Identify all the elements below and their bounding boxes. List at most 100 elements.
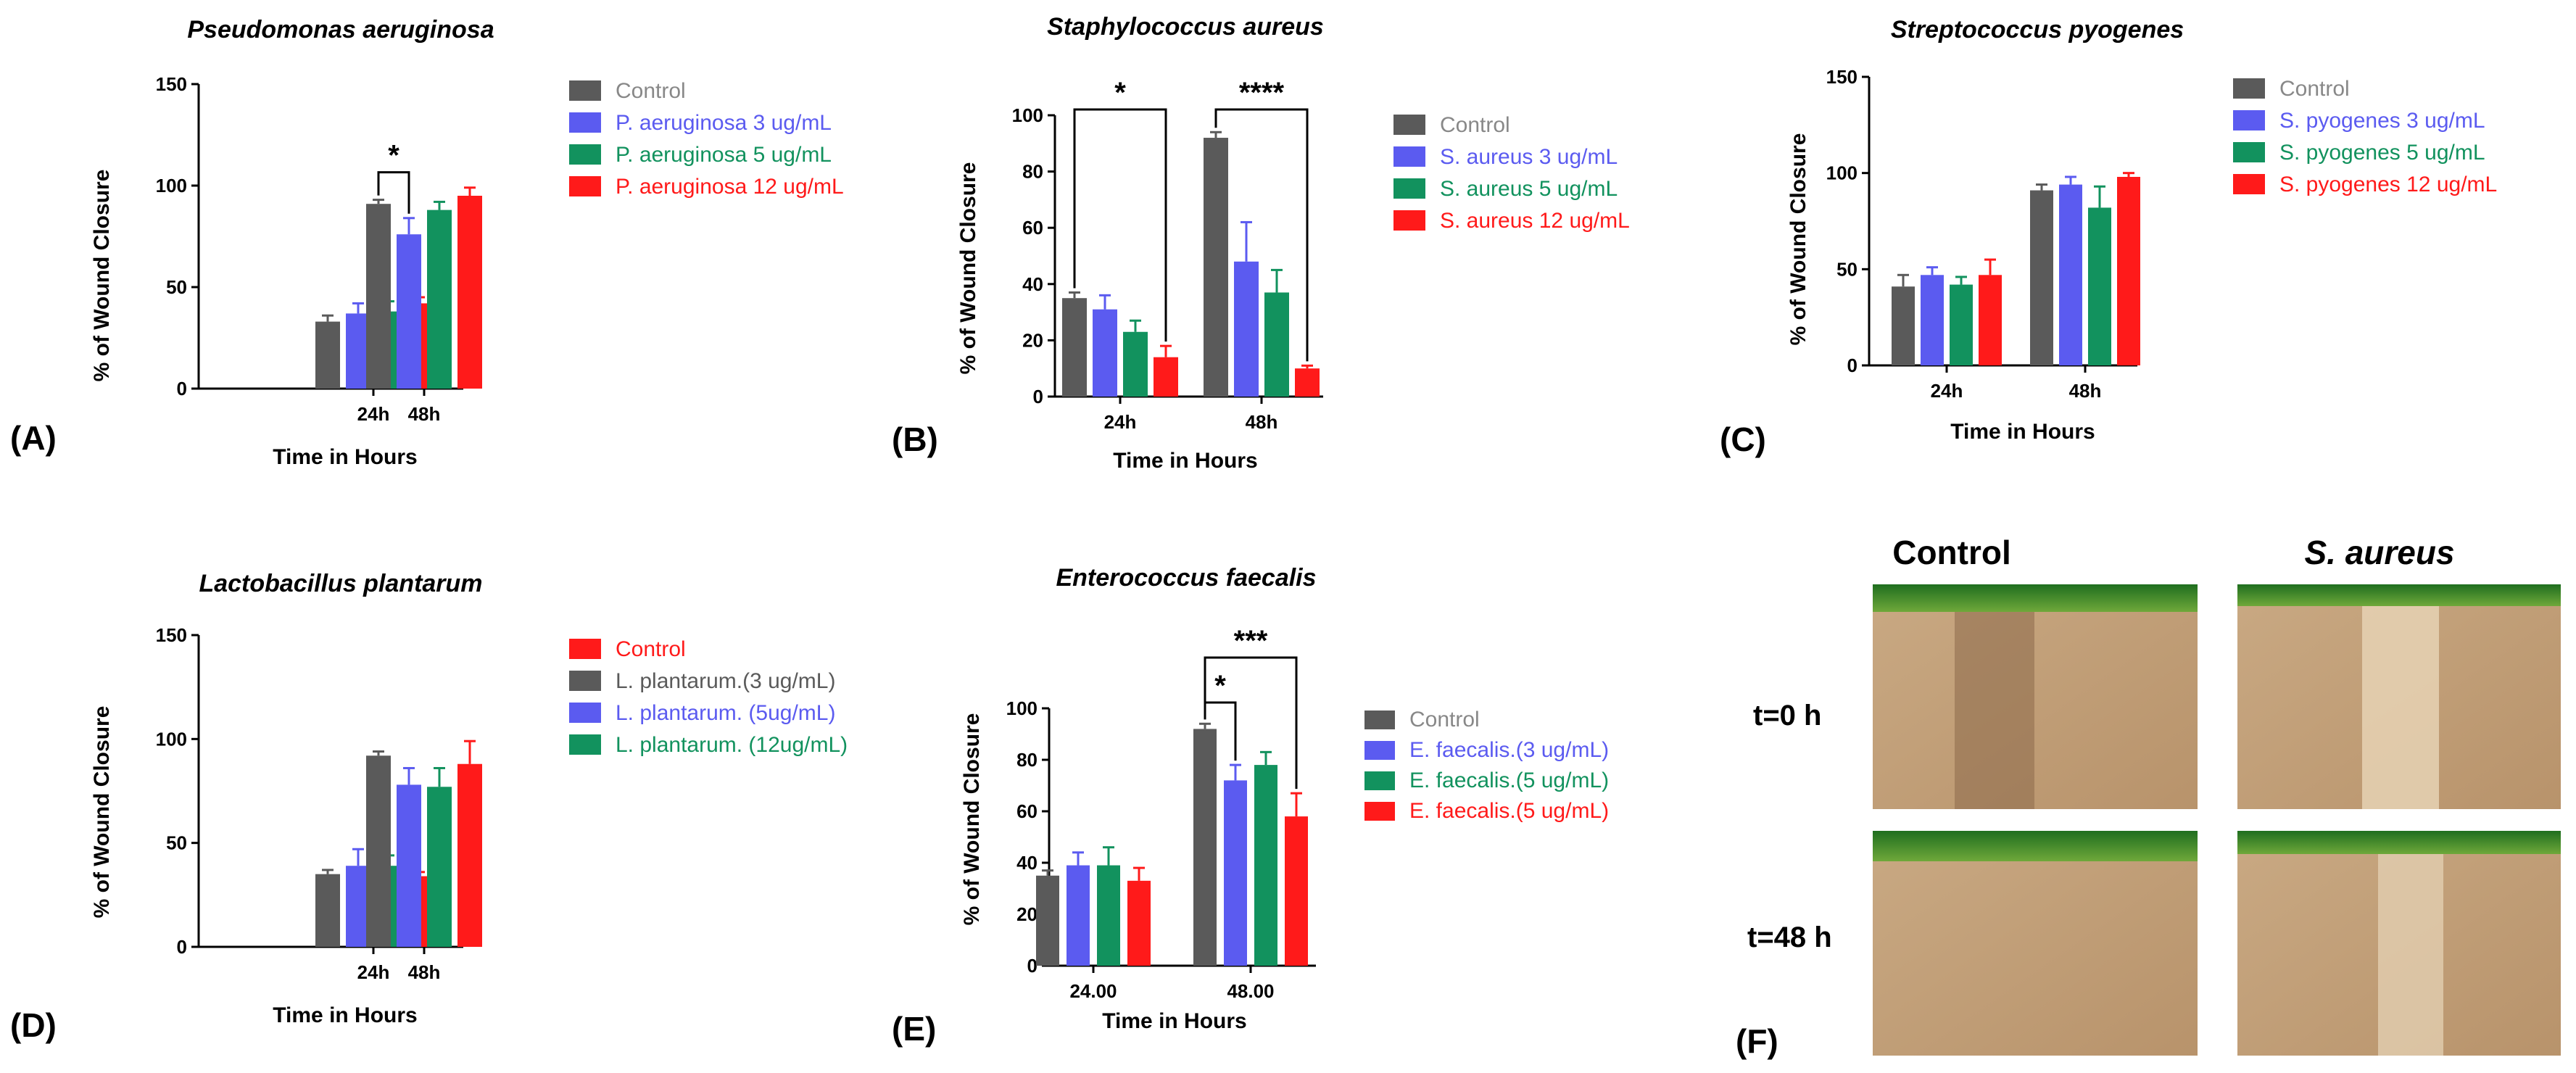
significance-label: **** — [1239, 77, 1285, 109]
panel-label: (E) — [892, 1010, 936, 1048]
x-axis-label: Time in Hours — [1113, 449, 1257, 473]
legend-label: E. faecalis.(5 ug/mL) — [1409, 799, 1609, 823]
y-tick-label: 150 — [156, 73, 187, 95]
y-tick-label: 0 — [177, 378, 187, 399]
y-tick-label: 150 — [1826, 66, 1858, 88]
panel-label: (A) — [10, 419, 57, 457]
bar — [2117, 176, 2140, 365]
x-tick-label: 24h — [357, 961, 390, 983]
legend-label: P. aeruginosa 12 ug/mL — [616, 175, 844, 199]
chart-title: Staphylococcus aureus — [1047, 13, 1324, 41]
x-tick-label: 48h — [408, 403, 441, 425]
legend-swatch — [569, 671, 601, 691]
significance-label: * — [388, 140, 399, 172]
chart-5: 0 20 40 60 80 100 24.00 48.00 **** Enterococcus f… — [892, 564, 1609, 1048]
y-tick-label: 40 — [1016, 852, 1038, 874]
chart-title: Pseudomonas aeruginosa — [187, 16, 494, 44]
micrograph-control-t48 — [1873, 831, 2198, 1056]
y-tick-label: 0 — [1027, 955, 1038, 977]
panel-label: (C) — [1720, 420, 1766, 458]
bar — [1097, 865, 1120, 966]
bar — [366, 204, 391, 389]
y-tick-label: 60 — [1016, 800, 1038, 822]
bar — [397, 234, 421, 389]
legend-label: L. plantarum. (12ug/mL) — [616, 733, 848, 757]
bar — [1254, 765, 1277, 966]
legend-swatch — [569, 144, 601, 165]
legend-swatch — [2233, 110, 2265, 130]
bar — [1892, 286, 1915, 365]
x-tick-label: 48h — [1246, 411, 1278, 433]
significance-label: *** — [1234, 625, 1268, 657]
x-axis-label: Time in Hours — [273, 1003, 417, 1027]
legend-swatch — [2233, 174, 2265, 194]
significance-bracket — [1204, 656, 1298, 790]
legend-label: S. aureus 3 ug/mL — [1440, 145, 1618, 169]
significance-bracket — [1214, 108, 1309, 362]
bar — [1979, 275, 2002, 365]
chart-area: 0 50 100 150 24h 48h * Pseudomonas aeruginosa Ti… — [10, 13, 2497, 1048]
y-axis-label: % of Wound Closure — [90, 170, 114, 382]
bar — [1093, 309, 1117, 397]
legend-label: L. plantarum.(3 ug/mL) — [616, 669, 835, 693]
x-axis-label: Time in Hours — [273, 445, 417, 469]
panel-label: (D) — [10, 1006, 57, 1044]
panel-f-row-t0: t=0 h — [1753, 700, 1821, 732]
bar — [1193, 729, 1217, 966]
y-axis-label: % of Wound Closure — [956, 162, 980, 375]
bar — [1036, 875, 1059, 966]
bar — [1264, 292, 1289, 397]
bar — [397, 784, 421, 947]
bar — [2059, 184, 2082, 365]
legend-swatch — [569, 734, 601, 755]
bar — [2030, 190, 2053, 365]
y-tick-label: 50 — [166, 832, 187, 854]
legend-swatch — [2233, 78, 2265, 99]
y-tick-label: 100 — [1826, 162, 1858, 184]
bar — [1127, 880, 1151, 966]
panel-f-column-control: Control — [1892, 534, 2011, 571]
bar — [1154, 357, 1178, 397]
legend-swatch — [1393, 210, 1425, 231]
x-tick-label: 48.00 — [1227, 980, 1274, 1002]
micrograph-saureus-t48 — [2237, 831, 2561, 1056]
legend-swatch — [1393, 115, 1425, 135]
chart-1: 0 50 100 150 24h 48h * Pseudomonas aeruginosa Ti… — [10, 16, 844, 469]
x-tick-label: 48h — [408, 961, 441, 983]
bar — [1062, 298, 1087, 397]
y-tick-label: 0 — [1847, 355, 1858, 376]
panel-f-row-t48: t=48 h — [1747, 921, 1832, 953]
legend-label: Control — [616, 637, 686, 661]
y-tick-label: 60 — [1022, 217, 1043, 239]
chart-title: Lactobacillus plantarum — [199, 570, 482, 597]
y-tick-label: 100 — [156, 175, 187, 196]
y-tick-label: 80 — [1022, 161, 1043, 183]
y-axis-label: % of Wound Closure — [90, 706, 114, 919]
legend-label: S. aureus 5 ug/mL — [1440, 177, 1618, 201]
x-tick-label: 24h — [357, 403, 390, 425]
significance-label: * — [1114, 77, 1126, 109]
bar — [1921, 275, 1944, 365]
y-tick-label: 50 — [1836, 258, 1858, 280]
legend-swatch — [569, 176, 601, 196]
x-axis-label: Time in Hours — [1950, 420, 2095, 444]
legend-label: Control — [616, 79, 686, 103]
y-tick-label: 0 — [1033, 386, 1043, 407]
bar — [457, 763, 482, 947]
legend-label: S. aureus 12 ug/mL — [1440, 209, 1630, 233]
bar — [1123, 331, 1148, 397]
legend-label: S. pyogenes 12 ug/mL — [2279, 173, 2497, 196]
bar — [1234, 261, 1259, 397]
legend-swatch — [569, 80, 601, 101]
legend-swatch — [569, 112, 601, 133]
x-tick-label: 24.00 — [1069, 980, 1117, 1002]
panel-f: Control S. aureus t=0 h t=48 h (F) — [1736, 534, 2561, 1060]
legend-swatch — [1393, 178, 1425, 199]
chart-4: 0 50 100 150 24h 48h Lactobacillus plantarum Ti… — [10, 570, 848, 1044]
y-tick-label: 100 — [1012, 104, 1043, 126]
legend-swatch — [1364, 710, 1395, 729]
y-tick-label: 100 — [156, 728, 187, 750]
x-tick-label: 48h — [2069, 380, 2102, 402]
bar — [1295, 368, 1320, 397]
y-axis-label: % of Wound Closure — [960, 713, 984, 926]
